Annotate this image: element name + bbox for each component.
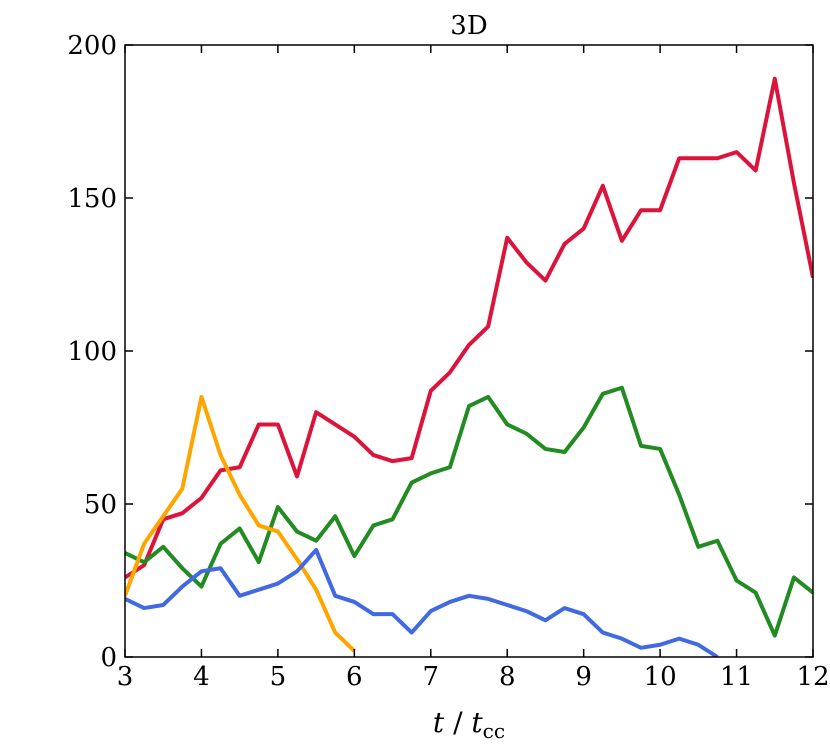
series-line-3: [125, 394, 356, 653]
x-tick-label: 7: [423, 662, 440, 692]
x-tick-label: 10: [644, 662, 677, 692]
y-axis: 0 50 100 150 200: [67, 31, 813, 673]
y-tick-label: 200: [67, 31, 117, 61]
x-tick-label: 11: [720, 662, 753, 692]
x-axis-label-slash: /: [444, 706, 471, 739]
x-tick-label: 6: [346, 662, 363, 692]
x-tick-label: 12: [796, 662, 829, 692]
x-tick-label: 3: [117, 662, 134, 692]
x-axis-label-sub: cc: [483, 719, 505, 743]
series-line-1: [125, 76, 813, 580]
x-axis: 3 4 5 6 7 8 9 10 11 12: [117, 45, 830, 692]
x-axis-label-main: t: [433, 706, 445, 739]
x-tick-label: 8: [499, 662, 516, 692]
series-line-2: [125, 385, 813, 638]
y-tick-label: 100: [67, 337, 117, 367]
series-line-4: [125, 547, 719, 657]
x-tick-label: 4: [193, 662, 210, 692]
y-tick-label: 0: [100, 643, 117, 673]
y-tick-label: 50: [84, 490, 117, 520]
chart-title: 3D: [450, 11, 487, 41]
y-tick-label: 150: [67, 184, 117, 214]
plot-frame: [124, 44, 814, 658]
x-axis-label-var: t: [471, 706, 483, 739]
x-axis-label: t / tcc: [433, 706, 505, 743]
x-tick-label: 5: [270, 662, 287, 692]
series-layer: [125, 76, 813, 657]
x-tick-label: 9: [575, 662, 592, 692]
